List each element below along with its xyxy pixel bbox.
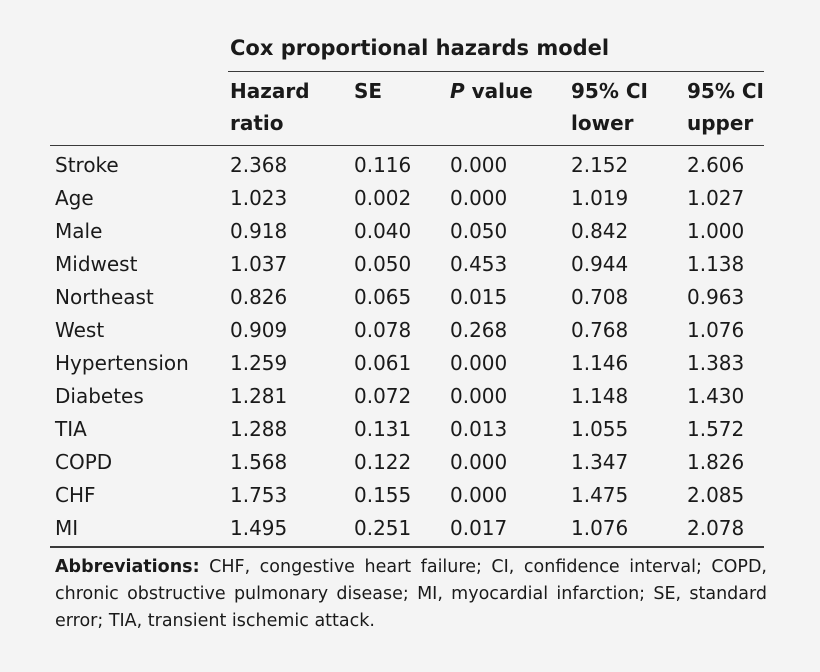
row-value: 2.152 xyxy=(571,153,629,177)
row-value: 0.000 xyxy=(450,186,508,210)
row-label: COPD xyxy=(55,450,113,474)
row-value: 1.383 xyxy=(687,351,745,375)
row-value: 0.251 xyxy=(354,516,412,540)
row-value: 1.138 xyxy=(687,252,745,276)
row-value: 1.568 xyxy=(230,450,288,474)
row-value: 0.000 xyxy=(450,384,508,408)
row-value: 1.572 xyxy=(687,417,745,441)
header-ci-upper: 95% CI upper xyxy=(687,79,764,135)
table-row: Stroke 2.368 0.116 0.000 2.152 2.606 xyxy=(0,149,820,182)
row-value: 1.281 xyxy=(230,384,288,408)
row-value: 0.708 xyxy=(571,285,629,309)
table-row: TIA 1.288 0.131 0.013 1.055 1.572 xyxy=(0,413,820,446)
row-value: 1.037 xyxy=(230,252,288,276)
row-value: 0.842 xyxy=(571,219,629,243)
table-row: COPD 1.568 0.122 0.000 1.347 1.826 xyxy=(0,446,820,479)
row-value: 0.061 xyxy=(354,351,412,375)
row-value: 0.000 xyxy=(450,450,508,474)
row-label: Hypertension xyxy=(55,351,189,375)
table-row: Male 0.918 0.040 0.050 0.842 1.000 xyxy=(0,215,820,248)
row-label: TIA xyxy=(55,417,87,441)
row-value: 0.013 xyxy=(450,417,508,441)
row-value: 0.065 xyxy=(354,285,412,309)
row-value: 0.826 xyxy=(230,285,288,309)
row-label: West xyxy=(55,318,105,342)
row-value: 0.050 xyxy=(450,219,508,243)
header-hazard-ratio: Hazard ratio xyxy=(230,79,310,135)
row-value: 2.078 xyxy=(687,516,745,540)
row-value: 1.753 xyxy=(230,483,288,507)
table-row: Hypertension 1.259 0.061 0.000 1.146 1.383 xyxy=(0,347,820,380)
row-value: 0.050 xyxy=(354,252,412,276)
row-label: Midwest xyxy=(55,252,138,276)
table-row: West 0.909 0.078 0.268 0.768 1.076 xyxy=(0,314,820,347)
row-value: 1.430 xyxy=(687,384,745,408)
row-value: 1.076 xyxy=(687,318,745,342)
table-row: CHF 1.753 0.155 0.000 1.475 2.085 xyxy=(0,479,820,512)
row-value: 0.017 xyxy=(450,516,508,540)
footnote-label: Abbreviations: xyxy=(55,557,200,577)
row-value: 0.768 xyxy=(571,318,629,342)
row-value: 1.027 xyxy=(687,186,745,210)
row-value: 1.347 xyxy=(571,450,629,474)
row-value: 0.963 xyxy=(687,285,745,309)
row-value: 0.000 xyxy=(450,483,508,507)
row-value: 0.155 xyxy=(354,483,412,507)
table-bottom-rule xyxy=(50,546,764,548)
row-value: 0.122 xyxy=(354,450,412,474)
row-value: 1.475 xyxy=(571,483,629,507)
row-value: 1.148 xyxy=(571,384,629,408)
row-value: 1.000 xyxy=(687,219,745,243)
group-underline xyxy=(228,71,764,72)
header-p-value: P value xyxy=(450,79,533,103)
row-value: 0.078 xyxy=(354,318,412,342)
table-row: MI 1.495 0.251 0.017 1.076 2.078 xyxy=(0,512,820,545)
row-value: 0.909 xyxy=(230,318,288,342)
row-value: 0.015 xyxy=(450,285,508,309)
row-value: 0.000 xyxy=(450,153,508,177)
row-value: 1.146 xyxy=(571,351,629,375)
row-label: MI xyxy=(55,516,79,540)
row-value: 0.453 xyxy=(450,252,508,276)
row-value: 1.826 xyxy=(687,450,745,474)
table-row: Age 1.023 0.002 0.000 1.019 1.027 xyxy=(0,182,820,215)
footnote-text: CHF, congestive heart failure; CI, confi… xyxy=(55,557,767,631)
table-row: Midwest 1.037 0.050 0.453 0.944 1.138 xyxy=(0,248,820,281)
header-se: SE xyxy=(354,79,383,103)
row-label: CHF xyxy=(55,483,96,507)
row-value: 0.072 xyxy=(354,384,412,408)
row-value: 0.131 xyxy=(354,417,412,441)
header-bottom-rule xyxy=(50,145,764,146)
row-label: Northeast xyxy=(55,285,154,309)
table-row: Northeast 0.826 0.065 0.015 0.708 0.963 xyxy=(0,281,820,314)
row-value: 0.944 xyxy=(571,252,629,276)
row-value: 2.085 xyxy=(687,483,745,507)
row-value: 0.002 xyxy=(354,186,412,210)
row-value: 0.918 xyxy=(230,219,288,243)
table-row: Diabetes 1.281 0.072 0.000 1.148 1.430 xyxy=(0,380,820,413)
row-value: 0.116 xyxy=(354,153,412,177)
row-value: 1.023 xyxy=(230,186,288,210)
row-value: 1.055 xyxy=(571,417,629,441)
row-value: 0.268 xyxy=(450,318,508,342)
row-label: Male xyxy=(55,219,103,243)
row-value: 2.606 xyxy=(687,153,745,177)
row-value: 2.368 xyxy=(230,153,288,177)
row-value: 0.040 xyxy=(354,219,412,243)
footnote: Abbreviations: CHF, congestive heart fai… xyxy=(55,554,767,635)
row-label: Age xyxy=(55,186,94,210)
row-label: Stroke xyxy=(55,153,119,177)
row-value: 1.259 xyxy=(230,351,288,375)
header-ci-lower: 95% CI lower xyxy=(571,79,648,135)
table-group-title: Cox proportional hazards model xyxy=(230,36,610,60)
row-value: 1.288 xyxy=(230,417,288,441)
row-value: 1.495 xyxy=(230,516,288,540)
row-value: 1.076 xyxy=(571,516,629,540)
row-value: 1.019 xyxy=(571,186,629,210)
row-label: Diabetes xyxy=(55,384,144,408)
row-value: 0.000 xyxy=(450,351,508,375)
